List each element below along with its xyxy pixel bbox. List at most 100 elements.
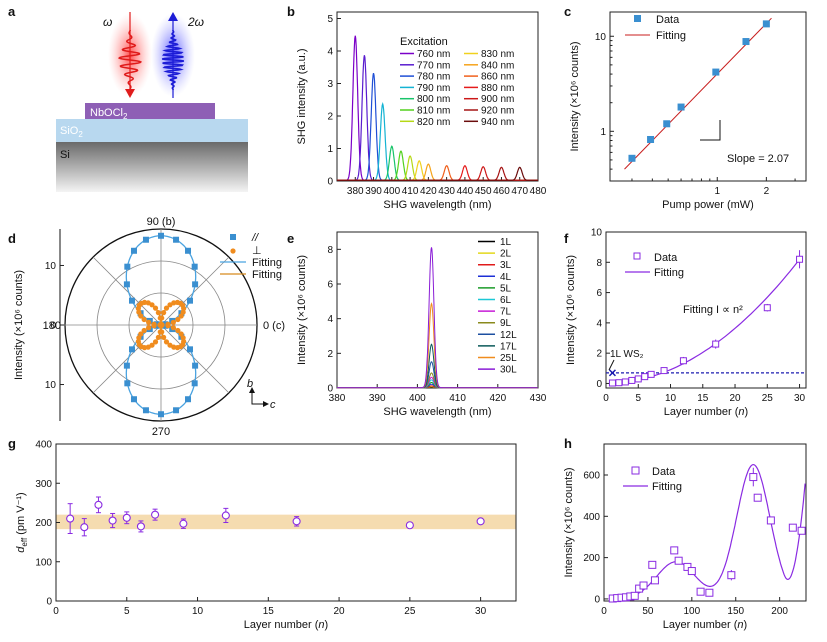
chart-e-y-tick-label: 0 xyxy=(327,384,333,395)
chart-h-x-tick-label: 100 xyxy=(683,606,700,617)
chart-d-radial-tick-label: 10 xyxy=(45,261,57,272)
chart-d-angle-270: 270 xyxy=(152,426,170,438)
chart-f-x-tick-label: 20 xyxy=(729,393,741,404)
chart-c-x-tick-label: 1 xyxy=(714,186,720,197)
chart-d-perp-point xyxy=(155,310,161,316)
chart-f-data-point xyxy=(712,340,720,348)
chart-d-parallel-point xyxy=(158,411,164,418)
chart-d-parallel-point xyxy=(192,281,199,288)
chart-h-data-point xyxy=(648,560,657,569)
panel-letter-e: e xyxy=(287,231,294,246)
chart-c-slope-marker xyxy=(700,120,721,141)
chart-f-legend-data-label: Data xyxy=(654,252,678,264)
chart-b-y-tick-label: 3 xyxy=(327,79,333,90)
chart-d-axis-b-label: b xyxy=(247,378,253,390)
slope-label: Slope = 2.07 xyxy=(727,153,789,165)
chart-f-ws2-marker xyxy=(608,369,616,377)
chart-b-x-tick-label: 480 xyxy=(530,186,547,197)
chart-d-parallel-point xyxy=(187,297,194,304)
panel-letter-f: f xyxy=(564,231,569,246)
chart-f-frame xyxy=(605,231,807,389)
chart-h-x-tick-label: 50 xyxy=(642,606,654,617)
panel-letter-c: c xyxy=(564,4,571,19)
chart-h-y-tick-label: 400 xyxy=(583,512,600,523)
chart-d-parallel-point xyxy=(128,297,135,304)
chart-d-up-arrow-icon xyxy=(249,387,255,393)
chart-f-fit-curve xyxy=(612,259,800,384)
chart-b-y-tick-label: 1 xyxy=(327,144,333,155)
chart-g-data-point xyxy=(476,517,485,526)
chart-g-data-point xyxy=(179,519,188,528)
chart-d-perp-point xyxy=(167,302,173,308)
chart-d-angle-90: 90 (b) xyxy=(147,216,176,228)
chart-d-perp-point xyxy=(151,323,157,329)
chart-d-parallel-point xyxy=(123,362,130,369)
chart-c-x-tick-label: 2 xyxy=(764,186,770,197)
chart-d-perp-point xyxy=(170,325,176,331)
chart-b-legend-title: Excitation xyxy=(400,36,448,48)
chart-d-perp-point xyxy=(146,319,152,325)
chart-f-data-point xyxy=(621,378,629,386)
chart-d-parallel-point xyxy=(123,281,130,288)
chart-f-x-axis-label: Layer number (n) xyxy=(664,406,748,418)
chart-e-x-tick-label: 430 xyxy=(530,393,547,404)
chart-c-data-point xyxy=(663,120,671,128)
chart-d-parallel-point xyxy=(173,407,180,414)
chart-e-x-tick-label: 410 xyxy=(449,393,466,404)
chart-g-y-tick-label: 0 xyxy=(46,597,52,608)
chart-b-x-tick-label: 430 xyxy=(438,186,455,197)
chart-b-x-tick-label: 380 xyxy=(347,186,364,197)
chart-g-band xyxy=(56,514,516,530)
chart-e-legend-label: 4L xyxy=(500,272,512,283)
chart-h-data-point xyxy=(630,591,639,600)
chart-c-frame xyxy=(609,11,807,182)
chart-d-radial-tick-label: 0 xyxy=(50,321,56,332)
omega-label: ω xyxy=(103,15,112,29)
panel-e-chart: e 380 390 400 410 420 430 0 2 4 6 8 SHG wavelength … xyxy=(287,231,547,418)
chart-d-parallel-point xyxy=(130,396,137,403)
chart-h-x-axis-label: Layer number (n) xyxy=(663,619,747,631)
chart-g-y-tick-label: 100 xyxy=(35,557,52,568)
si-label: Si xyxy=(60,149,70,161)
chart-d-perp-point xyxy=(157,315,163,321)
chart-e-legend-label: 2L xyxy=(500,249,512,260)
chart-d-parallel-point xyxy=(130,247,137,254)
chart-d-parallel-point xyxy=(173,236,180,243)
chart-f-data-point xyxy=(763,304,771,312)
chart-g-data-point xyxy=(80,523,89,532)
panel-a-schematic: a NbOCl2 SiO2 Si ω 2ω xyxy=(8,4,248,192)
chart-d-parallel-point xyxy=(142,236,149,243)
chart-h-x-tick-label: 200 xyxy=(771,606,788,617)
chart-d-parallel-point xyxy=(191,380,198,387)
sio2-layer xyxy=(56,119,248,142)
chart-h-y-axis-label: Intensity (×10⁶ counts) xyxy=(563,468,575,578)
chart-e-y-tick-label: 2 xyxy=(327,349,333,360)
chart-f-y-axis-label: Intensity (×10⁶ counts) xyxy=(565,255,577,365)
chart-g-y-axis-label: deff (pm V⁻¹) xyxy=(15,492,29,552)
chart-b-x-tick-label: 470 xyxy=(511,186,528,197)
chart-d-parallel-point xyxy=(192,362,199,369)
chart-d-parallel-point xyxy=(158,232,164,239)
chart-h-legend-fit-label: Fitting xyxy=(652,481,682,493)
chart-d-parallel-point xyxy=(124,263,131,270)
chart-e-x-axis-label: SHG wavelength (nm) xyxy=(383,406,491,418)
chart-e-legend-label: 1L xyxy=(500,237,512,248)
chart-b-x-axis-label: SHG wavelength (nm) xyxy=(383,199,491,211)
chart-c-data-point xyxy=(647,135,655,143)
chart-g-x-tick-label: 0 xyxy=(53,606,59,617)
chart-f-data-point xyxy=(634,375,642,383)
chart-c-data-point xyxy=(628,154,636,162)
chart-d-crystal-axes xyxy=(251,390,266,405)
chart-d-parallel-point xyxy=(142,407,149,414)
chart-c-data-point xyxy=(677,103,685,111)
chart-d-parallel-point xyxy=(185,247,192,254)
chart-d-legend-par-label: // xyxy=(251,232,259,244)
panel-letter-a: a xyxy=(8,4,16,19)
chart-b-series-940nm xyxy=(337,166,538,181)
chart-b-x-tick-label: 390 xyxy=(365,186,382,197)
chart-b-legend-label: 760 nm xyxy=(417,49,450,60)
sio2-label: SiO2 xyxy=(60,125,83,139)
chart-f-data-point xyxy=(660,367,668,375)
chart-g-data-point xyxy=(151,510,160,519)
